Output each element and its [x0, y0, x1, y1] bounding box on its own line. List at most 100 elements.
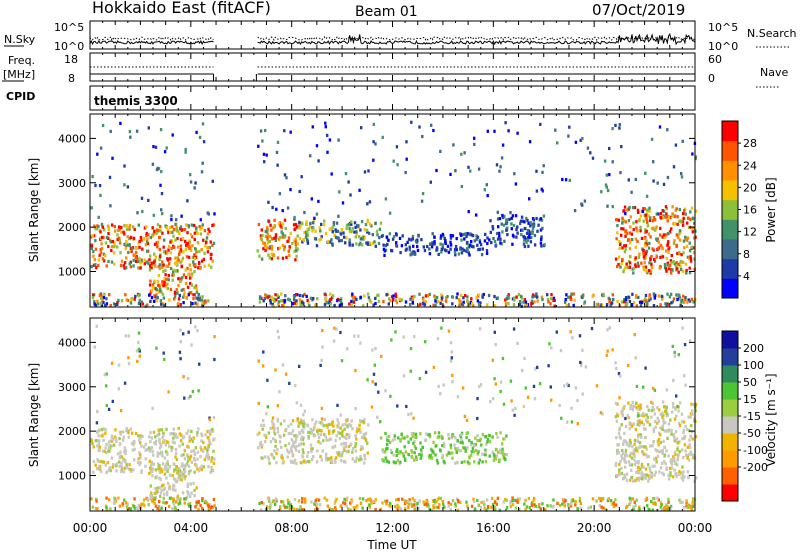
data-cell: [640, 473, 643, 477]
data-cell: [649, 469, 652, 473]
data-cell: [154, 442, 157, 446]
data-cell: [359, 419, 362, 423]
data-cell: [167, 230, 170, 235]
data-cell: [324, 435, 327, 439]
data-cell: [306, 238, 309, 242]
data-cell: [618, 396, 621, 400]
data-cell: [331, 294, 335, 298]
data-cell: [127, 356, 130, 360]
data-cell: [364, 439, 368, 443]
data-cell: [168, 465, 172, 469]
data-cell: [388, 211, 392, 215]
data-cell: [107, 244, 110, 249]
data-cell: [263, 455, 267, 459]
data-cell: [461, 386, 465, 390]
data-cell: [531, 301, 534, 305]
data-cell: [309, 221, 312, 225]
colorbar-tick-label: -15: [743, 410, 761, 423]
data-cell: [189, 232, 193, 237]
data-cell: [471, 234, 475, 238]
data-cell: [142, 498, 146, 502]
data-cell: [208, 439, 211, 443]
data-cell: [183, 470, 187, 474]
data-cell: [184, 275, 188, 280]
colorbar-swatch: [722, 278, 738, 299]
data-cell: [520, 215, 524, 219]
data-cell: [96, 459, 100, 463]
data-cell: [338, 239, 341, 243]
data-cell: [165, 277, 168, 281]
data-cell: [531, 295, 534, 299]
data-cell: [435, 458, 439, 462]
data-cell: [340, 228, 343, 232]
data-cell: [354, 225, 357, 229]
data-cell: [528, 197, 531, 201]
data-cell: [336, 299, 339, 303]
data-cell: [120, 461, 123, 465]
data-cell: [116, 245, 119, 249]
data-cell: [572, 499, 575, 503]
data-cell: [174, 432, 177, 436]
data-cell: [349, 193, 352, 197]
data-cell: [275, 461, 278, 465]
data-cell: [407, 412, 410, 417]
data-cell: [279, 435, 282, 439]
data-cell: [459, 293, 463, 297]
data-cell: [192, 456, 196, 460]
data-cell: [618, 468, 621, 472]
data-cell: [268, 239, 272, 243]
data-cell: [446, 244, 450, 248]
data-cell: [493, 304, 497, 308]
data-cell: [148, 268, 152, 272]
data-cell: [107, 407, 111, 411]
data-cell: [467, 243, 470, 248]
data-cell: [491, 450, 494, 454]
data-cell: [684, 453, 688, 457]
data-cell: [627, 416, 630, 420]
data-cell: [351, 447, 355, 451]
data-cell: [95, 497, 98, 501]
data-cell: [515, 235, 518, 239]
data-cell: [493, 500, 497, 504]
data-cell: [463, 446, 466, 450]
data-cell: [105, 451, 108, 455]
data-cell: [363, 461, 366, 465]
data-cell: [424, 340, 427, 344]
data-cell: [651, 508, 655, 512]
data-cell: [500, 222, 503, 226]
data-cell: [166, 287, 169, 291]
data-cell: [477, 461, 480, 465]
data-cell: [193, 458, 196, 462]
data-cell: [635, 460, 638, 464]
data-cell: [642, 265, 645, 269]
data-cell: [667, 473, 670, 477]
data-cell: [481, 433, 484, 437]
data-cell: [385, 499, 389, 503]
data-cell: [182, 287, 185, 292]
data-cell: [293, 227, 296, 232]
data-cell: [130, 247, 134, 251]
data-cell: [109, 240, 112, 244]
data-cell: [502, 223, 506, 227]
data-cell: [175, 262, 178, 266]
data-cell: [150, 460, 153, 464]
data-cell: [627, 460, 631, 464]
data-cell: [280, 500, 283, 504]
data-cell: [479, 383, 483, 387]
data-cell: [97, 215, 100, 219]
data-cell: [633, 404, 636, 408]
data-cell: [123, 381, 127, 385]
noise-right-tick-bottom: 10^0: [708, 40, 738, 53]
data-cell: [633, 442, 636, 446]
data-cell: [395, 241, 398, 245]
data-cell: [196, 433, 199, 437]
data-cell: [691, 437, 694, 441]
data-cell: [414, 239, 418, 243]
data-cell: [639, 225, 642, 229]
data-cell: [197, 469, 201, 473]
data-cell: [168, 486, 171, 491]
data-cell: [654, 227, 658, 231]
data-cell: [632, 206, 635, 210]
data-cell: [291, 454, 294, 458]
data-cell: [301, 240, 304, 244]
